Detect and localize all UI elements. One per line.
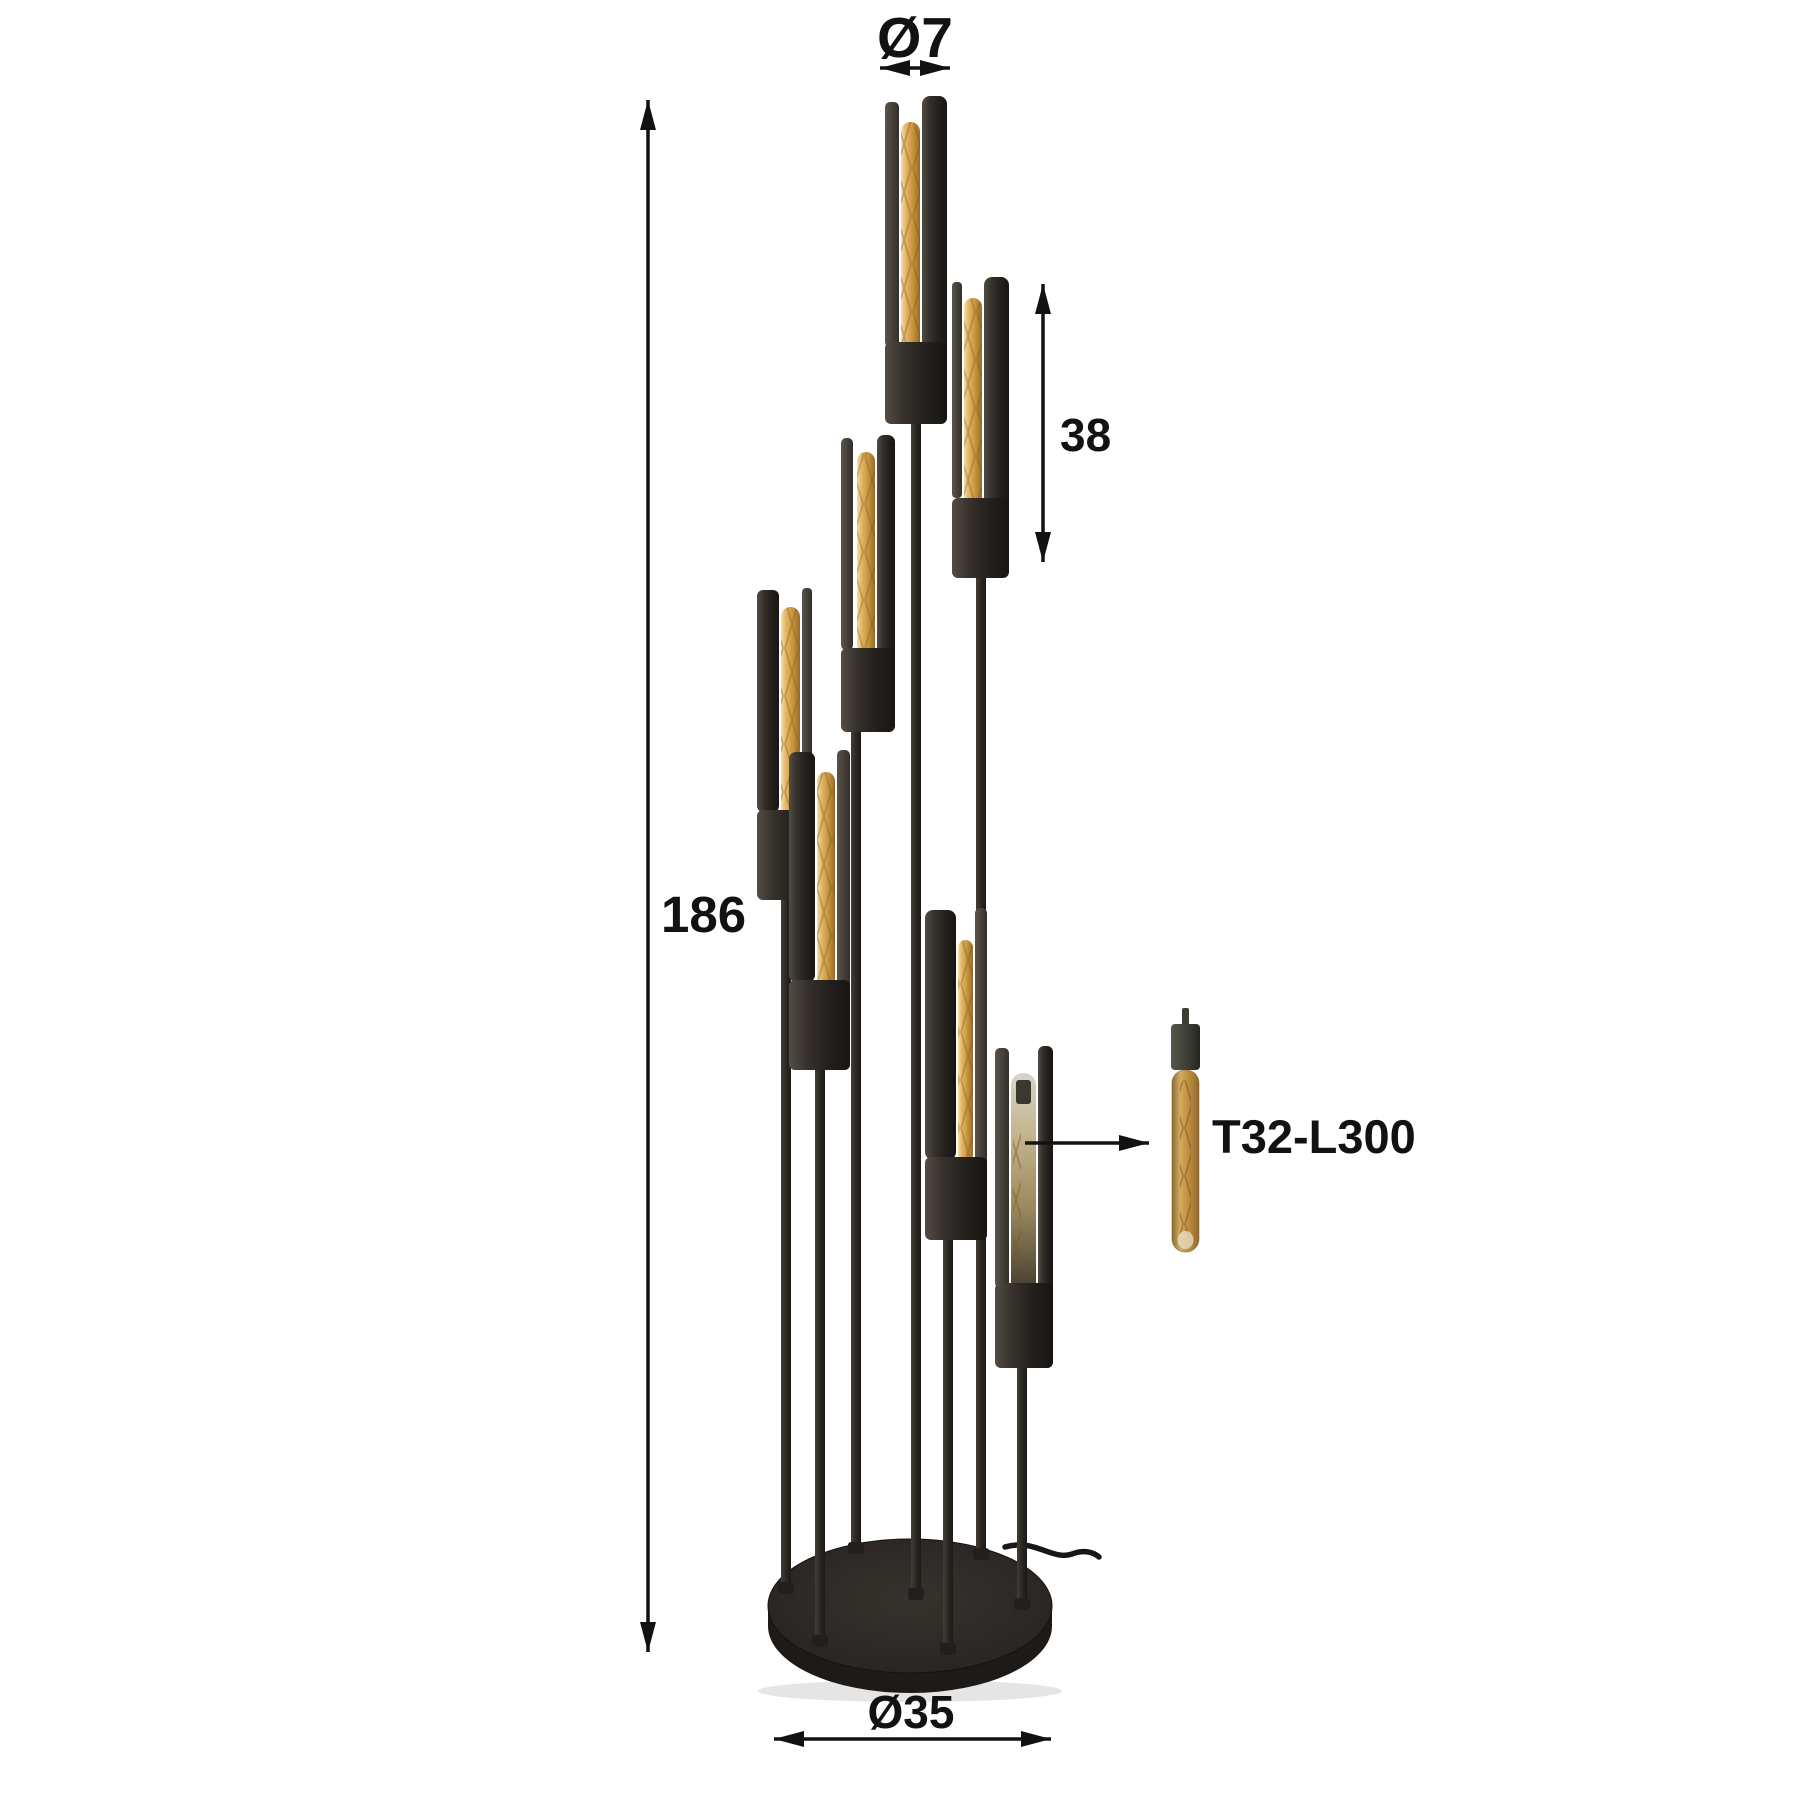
tube-shade (925, 908, 987, 1240)
bulb-type-label: T32-L300 (1212, 1110, 1416, 1163)
support-rod (851, 726, 861, 1548)
support-rod (815, 1064, 825, 1641)
tube-shade (995, 1046, 1053, 1368)
base-top (767, 1538, 1053, 1674)
dim-shade-height-label: 38 (1060, 409, 1111, 461)
bulb-filament (1180, 1080, 1191, 1240)
bulb-cap (1171, 1024, 1200, 1070)
bulb-contact-pin (1182, 1008, 1189, 1026)
rod-foot (812, 1635, 828, 1647)
support-rod (1017, 1362, 1027, 1604)
tube-shade (885, 96, 947, 424)
bulb-tip-highlight (1177, 1231, 1194, 1249)
tube-shade (789, 750, 850, 1070)
rod-foot (940, 1643, 956, 1655)
support-rod (781, 894, 791, 1588)
dimension-annotations: Ø7 186 38 Ø35 T32-L300 (640, 6, 1416, 1747)
dim-total-height-label: 186 (661, 886, 746, 943)
base-disc (758, 1538, 1062, 1702)
rod-foot (848, 1542, 864, 1554)
rod-foot (778, 1582, 794, 1594)
rod-foot (973, 1548, 989, 1560)
dim-top-diameter-label: Ø7 (877, 6, 953, 70)
tube-shade (841, 435, 895, 732)
dim-base-diameter-label: Ø35 (868, 1686, 955, 1738)
rod-foot (908, 1588, 924, 1600)
spare-bulb (1171, 1008, 1200, 1253)
rod-foot (1014, 1598, 1030, 1610)
lamp-illustration (757, 96, 1102, 1702)
tube-shade (952, 277, 1009, 578)
support-rod (911, 418, 921, 1594)
support-rod (943, 1234, 953, 1649)
tube-shades (757, 96, 1053, 1368)
